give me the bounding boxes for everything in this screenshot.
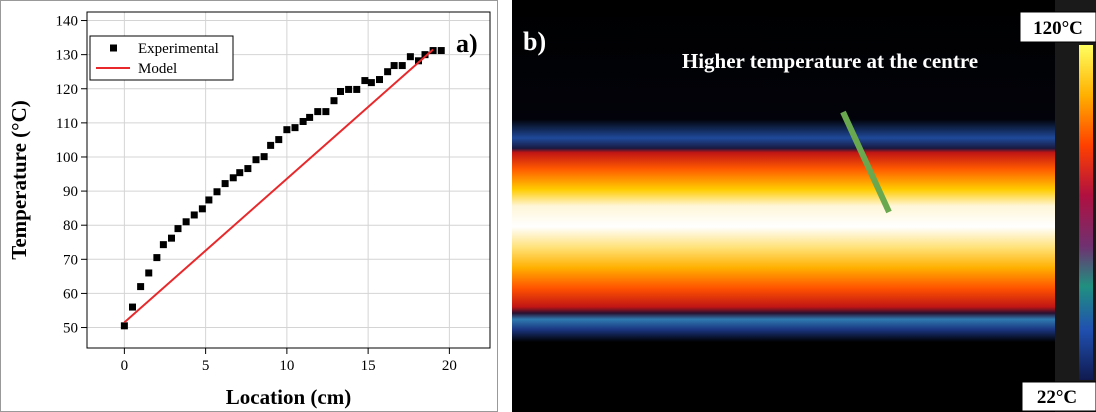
panel-label: b) — [523, 27, 546, 56]
legend-label: Experimental — [138, 41, 219, 57]
scale-max: 120°C — [1033, 18, 1083, 39]
data-point — [322, 108, 329, 115]
x-tick-label: 10 — [279, 358, 294, 374]
legend-label: Model — [138, 61, 177, 77]
data-point — [175, 225, 182, 232]
data-point — [129, 304, 136, 311]
data-point — [222, 180, 229, 187]
x-tick-label: 5 — [202, 358, 210, 374]
data-point — [407, 53, 414, 60]
data-point — [331, 97, 338, 104]
data-point — [361, 77, 368, 84]
data-point — [253, 156, 260, 163]
data-point — [399, 62, 406, 69]
data-point — [230, 174, 237, 181]
figure: b) 120°C 22°C 0 5 10 15 20 50 60 70 80 90 100 110 12… — [0, 0, 1096, 412]
data-point — [261, 153, 268, 160]
data-point — [205, 196, 212, 203]
y-tick-label: 100 — [56, 150, 79, 166]
scale-min: 22°C — [1037, 387, 1077, 408]
data-point — [244, 165, 251, 172]
data-point — [314, 108, 321, 115]
y-tick-label: 110 — [56, 116, 78, 132]
data-point — [121, 322, 128, 329]
data-point — [275, 136, 282, 143]
data-point — [236, 169, 243, 176]
data-point — [337, 88, 344, 95]
data-point — [283, 126, 290, 133]
y-tick-label: 80 — [63, 218, 78, 234]
data-point — [137, 283, 144, 290]
x-tick-label: 15 — [361, 358, 376, 374]
data-point — [145, 269, 152, 276]
legend-marker — [110, 45, 117, 52]
data-point — [384, 68, 391, 75]
x-axis-title: Location (cm) — [226, 385, 351, 409]
y-tick-label: 70 — [63, 252, 78, 268]
data-point — [183, 218, 190, 225]
data-point — [199, 205, 206, 212]
x-tick-label: 0 — [121, 358, 129, 374]
data-point — [292, 124, 299, 131]
data-point — [368, 79, 375, 86]
y-tick-label: 90 — [63, 184, 78, 200]
data-point — [376, 76, 383, 83]
x-tick-label: 20 — [442, 358, 457, 374]
data-point — [160, 241, 167, 248]
y-tick-label: 140 — [56, 14, 79, 30]
y-tick-label: 120 — [56, 82, 79, 98]
annotation: Higher temperature at the centre — [670, 46, 990, 77]
data-point — [438, 47, 445, 54]
y-tick-label: 130 — [56, 48, 79, 64]
y-tick-label: 50 — [63, 321, 78, 337]
data-point — [168, 235, 175, 242]
data-point — [267, 142, 274, 149]
panel-label: a) — [456, 29, 478, 58]
colorbar — [1079, 45, 1093, 380]
y-tick-label: 60 — [63, 286, 78, 302]
data-point — [300, 118, 307, 125]
data-point — [153, 254, 160, 261]
data-point — [391, 62, 398, 69]
data-point — [191, 211, 198, 218]
data-point — [353, 86, 360, 93]
data-point — [214, 188, 221, 195]
data-point — [306, 114, 313, 121]
y-axis-title: Temperature (°C) — [7, 100, 31, 259]
data-point — [345, 86, 352, 93]
